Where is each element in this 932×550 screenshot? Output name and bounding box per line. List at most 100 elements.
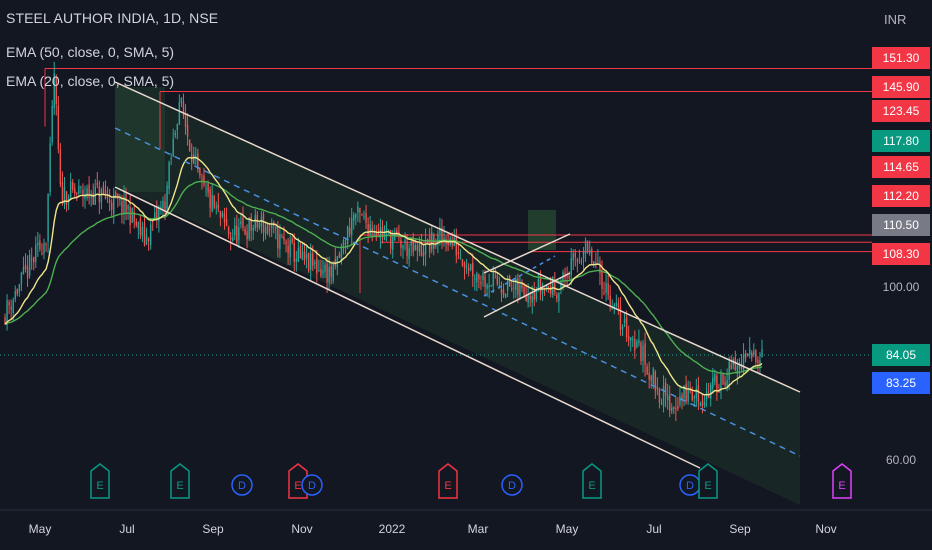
earnings-icon [698,463,718,499]
candle-body [578,259,581,261]
candle-body [615,302,618,306]
candle-body [14,291,16,300]
candle-body [742,354,745,372]
candle-body [133,211,135,222]
candle-body [599,261,601,274]
candle-body [197,153,199,170]
candle-body [650,375,652,382]
candle-body [258,223,261,228]
candle-body [80,186,82,188]
candle-body [508,275,511,287]
candle-body [205,187,207,189]
candle-body [203,175,205,185]
candle-body [330,266,332,277]
candle-body [152,220,154,223]
candle-body [342,240,345,247]
candle-body [755,349,757,363]
candle-body [443,237,445,241]
candle-body [418,244,421,252]
earnings-icon [832,463,852,499]
event-marker-label: E [704,480,711,492]
candle-body [660,402,663,404]
candle-body [617,303,620,308]
candle-body [125,193,127,213]
candle-body [309,253,312,270]
candle-body [722,374,724,384]
channel-upper [114,81,801,393]
candle-body [123,196,125,214]
candle-body [108,199,111,204]
candle-body [184,114,187,127]
candle-body [621,326,624,330]
candle-body [92,192,94,205]
candle-body [634,339,636,351]
candle-body [658,388,661,403]
time-axis-label: Jul [119,522,134,536]
candle-body [642,345,644,361]
candle-body [638,339,640,344]
candle-body [724,381,726,386]
candle-body [289,239,291,258]
candle-body [338,254,341,258]
candle-body [627,336,630,341]
candle-body [363,215,365,217]
candle-body [420,242,423,256]
dividend-icon [231,474,253,496]
chart-title: STEEL AUTHOR INDIA, 1D, NSE [6,10,219,26]
candle-body [254,214,256,229]
price-badge [872,214,930,236]
candle-body [301,251,304,260]
event-marker-label: E [444,480,451,492]
candle-body [8,302,10,306]
candle-body [469,264,472,270]
candle-body [135,221,137,226]
candle-body [435,245,437,247]
candle-body [188,139,191,152]
candle-body [59,149,62,185]
candle-body [213,195,215,208]
time-axis-label: Nov [291,522,312,536]
candle-body [240,221,242,225]
candle-body [591,248,593,265]
candle-body [322,270,324,274]
candle-body [355,214,357,218]
candle-body [367,224,369,235]
candle-body [426,239,429,241]
candle-body [757,359,759,364]
earnings-icon [582,463,602,499]
candle-body [675,408,677,410]
event-marker-label: D [686,480,694,492]
candle-body [701,399,704,407]
candle-body [20,272,23,284]
candle-body [707,393,710,398]
candle-body [268,229,271,231]
candle-body [714,373,716,382]
candle-body [751,352,753,359]
candle-body [39,240,41,250]
candle-body [586,243,589,251]
candle-body [611,308,613,310]
event-marker-label: D [508,480,516,492]
candle-body [10,306,12,310]
candle-body [646,366,648,375]
candle-body [149,224,152,246]
candle-body [463,263,466,269]
candle-body [424,239,427,255]
price-badge-label: 117.80 [883,134,919,148]
candle-body [377,234,380,236]
candle-body [716,375,718,393]
candle-body [250,216,252,231]
candle-body [486,284,488,289]
candle-body [176,124,179,130]
candle-body [172,138,174,157]
candle-body [593,261,595,267]
candle-body [211,195,213,212]
candle-body [162,200,164,209]
candle-body [61,181,64,203]
candle-body [474,278,476,280]
candle-body [209,189,211,208]
candle-body [699,403,702,407]
candle-body [53,73,55,109]
